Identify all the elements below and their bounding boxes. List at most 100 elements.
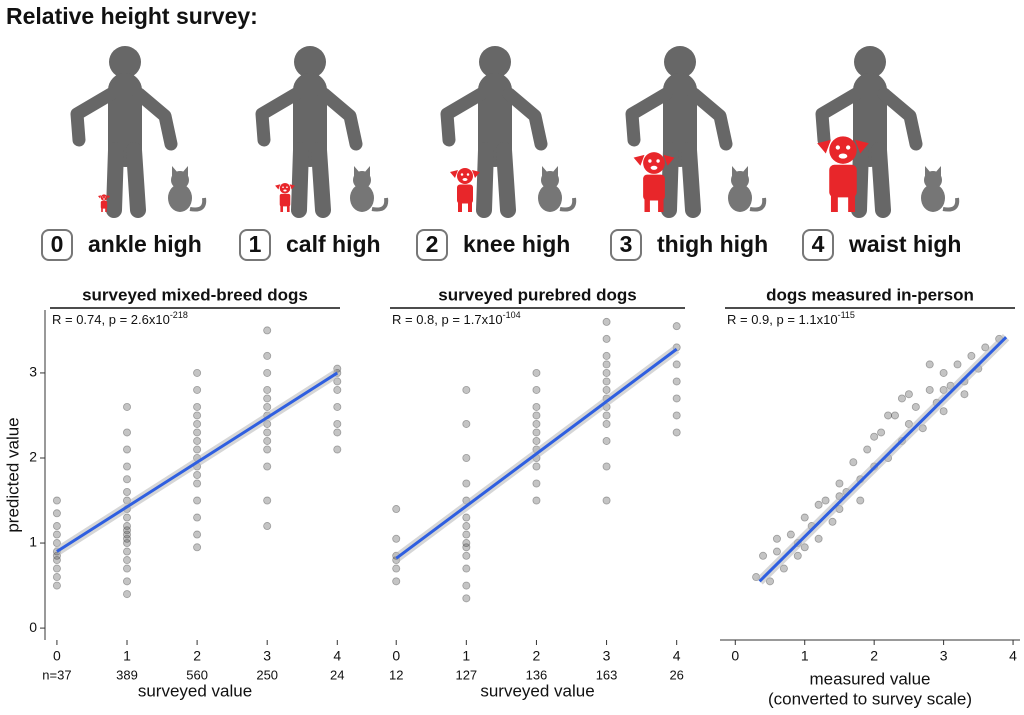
annotation: R = 0.8, p = 1.7x10-104 — [392, 310, 521, 327]
data-point — [263, 445, 272, 454]
x-axis-label: measured value — [810, 669, 931, 688]
data-point — [672, 428, 681, 437]
data-point — [532, 462, 541, 471]
data-point — [786, 530, 795, 539]
data-point — [462, 551, 471, 560]
data-point — [779, 564, 788, 573]
x-axis-note: (converted to survey scale) — [768, 689, 972, 708]
data-point — [939, 368, 948, 377]
x-tick-label: 1 — [462, 648, 470, 664]
data-point — [766, 577, 775, 586]
data-point — [904, 390, 913, 399]
data-point — [52, 581, 61, 590]
data-point — [462, 513, 471, 522]
y-axis-label: predicted value — [3, 417, 22, 532]
data-point — [193, 385, 202, 394]
data-point — [532, 402, 541, 411]
data-point — [123, 556, 132, 565]
data-point — [193, 419, 202, 428]
data-point — [800, 543, 809, 552]
data-point — [939, 407, 948, 416]
illustrations — [77, 46, 960, 212]
data-point — [897, 394, 906, 403]
data-point — [911, 402, 920, 411]
level-number: 2 — [426, 231, 439, 257]
annotation: R = 0.74, p = 2.6x10-218 — [52, 310, 188, 327]
level-number: 1 — [249, 231, 262, 257]
count-label: n=37 — [42, 667, 71, 682]
data-point — [263, 394, 272, 403]
x-axis-label: surveyed value — [480, 681, 594, 700]
data-point — [800, 513, 809, 522]
annotation-text: R = 0.74, p = 2.6x10 — [52, 312, 170, 327]
x-tick-label: 4 — [333, 648, 341, 664]
x-tick-label: 1 — [123, 648, 131, 664]
x-tick-label: 0 — [53, 648, 61, 664]
data-point — [462, 564, 471, 573]
data-point — [462, 453, 471, 462]
data-point — [925, 385, 934, 394]
data-point — [462, 594, 471, 603]
data-point — [123, 428, 132, 437]
data-point — [462, 522, 471, 531]
data-point — [772, 534, 781, 543]
data-point — [828, 517, 837, 526]
data-point — [462, 581, 471, 590]
annotation-exponent: -104 — [503, 310, 521, 320]
data-point — [123, 522, 132, 531]
data-point — [462, 539, 471, 548]
data-point — [392, 577, 401, 586]
data-point — [870, 432, 879, 441]
data-point — [263, 351, 272, 360]
count-label: 24 — [330, 667, 344, 682]
fit-line — [395, 347, 678, 560]
data-point — [602, 317, 611, 326]
fit-line — [758, 336, 1008, 583]
data-point — [193, 479, 202, 488]
data-point — [263, 462, 272, 471]
x-tick-label: 2 — [193, 648, 201, 664]
data-point — [52, 573, 61, 582]
data-point — [672, 322, 681, 331]
data-point — [884, 411, 893, 420]
data-point — [193, 543, 202, 552]
level-label: calf high — [286, 231, 381, 257]
data-point — [123, 488, 132, 497]
data-point — [193, 530, 202, 539]
data-point — [193, 496, 202, 505]
count-label: 163 — [596, 667, 618, 682]
data-point — [602, 351, 611, 360]
x-tick-label: 0 — [392, 648, 400, 664]
data-point — [193, 368, 202, 377]
data-point — [392, 534, 401, 543]
data-point — [602, 360, 611, 369]
data-point — [333, 419, 342, 428]
panel-title: surveyed purebred dogs — [438, 285, 636, 304]
data-point — [602, 496, 611, 505]
level-box — [802, 229, 834, 261]
data-point — [123, 539, 132, 548]
data-point — [602, 411, 611, 420]
x-tick-label: 3 — [940, 648, 948, 664]
data-point — [333, 402, 342, 411]
level-box — [239, 229, 271, 261]
x-tick-label: 4 — [1009, 648, 1017, 664]
data-point — [333, 428, 342, 437]
panel-title: surveyed mixed-breed dogs — [82, 285, 308, 304]
annotation-text: R = 0.9, p = 1.1x10 — [727, 312, 838, 327]
data-point — [123, 547, 132, 556]
data-point — [532, 496, 541, 505]
data-point — [953, 360, 962, 369]
x-axis-label: surveyed value — [138, 681, 252, 700]
count-label: 26 — [669, 667, 683, 682]
data-point — [602, 334, 611, 343]
x-tick-label: 2 — [533, 648, 541, 664]
y-tick-label: 0 — [29, 619, 37, 635]
data-point — [263, 326, 272, 335]
data-point — [814, 534, 823, 543]
data-point — [532, 419, 541, 428]
data-point — [123, 462, 132, 471]
x-tick-label: 0 — [731, 648, 739, 664]
data-point — [193, 402, 202, 411]
